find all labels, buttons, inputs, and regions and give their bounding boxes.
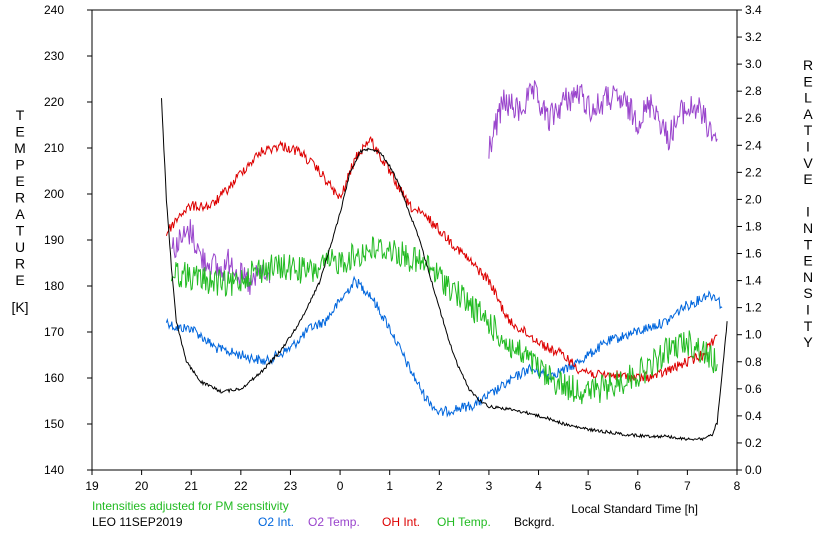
right-axis-title-letter: T <box>804 122 813 138</box>
right-axis-title-letter: T <box>804 318 813 334</box>
series-line-o2-int <box>165 275 723 418</box>
right-axis-title-letter: I <box>806 139 810 155</box>
series-line-o2-temp <box>171 80 718 295</box>
y-right-tick-label: 2.2 <box>745 165 762 179</box>
x-axis-ticks: 19 20 21 22 23 0 1 2 3 4 5 6 7 8 <box>85 470 741 493</box>
legend-item-o2-temp: O2 Temp. <box>308 515 360 529</box>
left-axis-title-letter: A <box>15 206 25 222</box>
x-tick-label: 21 <box>185 479 199 493</box>
y-right-tick-label: 2.4 <box>745 138 762 152</box>
right-axis-title-letter: E <box>803 171 812 187</box>
right-axis-title-letter: Y <box>803 334 813 350</box>
left-axis-title-letter: R <box>15 256 25 272</box>
y-right-tick-label: 1.4 <box>745 274 762 288</box>
legend-item-bckgrd: Bckgrd. <box>514 515 555 529</box>
legend-item-oh-int: OH Int. <box>382 515 420 529</box>
y-right-tick-label: 1.6 <box>745 247 762 261</box>
x-tick-label: 19 <box>85 479 99 493</box>
y-right-tick-label: 2.0 <box>745 192 762 206</box>
y-right-tick-label: 3.4 <box>745 3 762 17</box>
left-axis-title-letter: R <box>15 190 25 206</box>
y-right-tick-label: 1.8 <box>745 219 762 233</box>
y-left-tick-label: 190 <box>44 233 64 247</box>
y-left-tick-label: 210 <box>44 141 64 155</box>
y-left-tick-label: 160 <box>44 371 64 385</box>
right-axis-title-letter: S <box>803 285 812 301</box>
right-axis-title-letter: E <box>803 253 812 269</box>
right-axis-title-letter: E <box>803 73 812 89</box>
y-right-tick-label: 0.6 <box>745 382 762 396</box>
left-axis-title-letter: T <box>16 223 25 239</box>
y-left-tick-label: 200 <box>44 187 64 201</box>
y-right-tick-label: 0.8 <box>745 355 762 369</box>
y-right-tick-label: 0.2 <box>745 436 762 450</box>
x-tick-label: 20 <box>135 479 149 493</box>
left-axis-title-letter: E <box>15 272 24 288</box>
series-line-bckgrd <box>161 98 728 442</box>
series-layer <box>161 80 728 442</box>
right-axis-title-letter: L <box>804 90 812 106</box>
y-right-tick-label: 1.2 <box>745 301 762 315</box>
right-axis-title-letter: N <box>803 269 813 285</box>
x-tick-label: 5 <box>585 479 592 493</box>
x-tick-label: 1 <box>386 479 393 493</box>
x-axis-label: Local Standard Time [h] <box>571 502 698 516</box>
x-tick-label: 2 <box>436 479 443 493</box>
right-axis-title-letter: R <box>803 57 813 73</box>
y-right-tick-label: 3.2 <box>745 30 762 44</box>
x-tick-label: 8 <box>734 479 741 493</box>
right-axis-title-letter: N <box>803 220 813 236</box>
y-left-tick-label: 150 <box>44 417 64 431</box>
x-tick-label: 6 <box>634 479 641 493</box>
y-left-tick-label: 240 <box>44 3 64 17</box>
x-tick-label: 4 <box>535 479 542 493</box>
station-text: LEO 11SEP2019 <box>92 515 183 529</box>
legend-item-oh-temp: OH Temp. <box>437 515 491 529</box>
left-axis-title-letter: M <box>14 140 26 156</box>
y-left-axis-ticks: 140 150 160 170 180 190 200 210 220 230 240 <box>44 3 92 477</box>
left-axis-title-letter: E <box>15 124 24 140</box>
legend: O2 Int. O2 Temp. OH Int. OH Temp. Bckgrd. <box>258 515 555 529</box>
y-right-tick-label: 0.0 <box>745 463 762 477</box>
y-right-tick-label: 3.0 <box>745 57 762 71</box>
x-tick-label: 23 <box>284 479 298 493</box>
right-axis-title-letter: T <box>804 236 813 252</box>
left-axis-title-letter: T <box>16 107 25 123</box>
right-axis-title-letter: V <box>803 155 813 171</box>
left-axis-title-letter: P <box>15 157 24 173</box>
right-axis-title-letter: I <box>806 302 810 318</box>
right-axis-title-letter: A <box>803 106 813 122</box>
y-left-tick-label: 220 <box>44 95 64 109</box>
y-right-tick-label: 1.0 <box>745 328 762 342</box>
x-tick-label: 22 <box>234 479 248 493</box>
x-tick-label: 0 <box>337 479 344 493</box>
legend-item-o2-int: O2 Int. <box>258 515 294 529</box>
left-axis-unit: [K] <box>11 299 28 315</box>
x-tick-label: 7 <box>684 479 691 493</box>
y-right-tick-label: 2.6 <box>745 111 762 125</box>
y-left-tick-label: 180 <box>44 279 64 293</box>
x-tick-label: 3 <box>486 479 493 493</box>
note-text: Intensities adjusted for PM sensitivity <box>92 499 289 513</box>
left-axis-title-letter: E <box>15 173 24 189</box>
y-right-tick-label: 0.4 <box>745 409 762 423</box>
y-left-tick-label: 140 <box>44 463 64 477</box>
y-left-tick-label: 170 <box>44 325 64 339</box>
y-left-tick-label: 230 <box>44 49 64 63</box>
y-right-axis-ticks: 0.0 0.2 0.4 0.6 0.8 1.0 1.2 1.4 1.6 1.8 2.0 2.2 2.4 2… <box>737 3 762 477</box>
right-axis-title-letter: I <box>806 204 810 220</box>
series-line-oh-temp <box>170 236 718 405</box>
left-axis-title-letter: U <box>15 239 25 255</box>
series-line-oh-int <box>165 136 718 383</box>
y-right-tick-label: 2.8 <box>745 84 762 98</box>
